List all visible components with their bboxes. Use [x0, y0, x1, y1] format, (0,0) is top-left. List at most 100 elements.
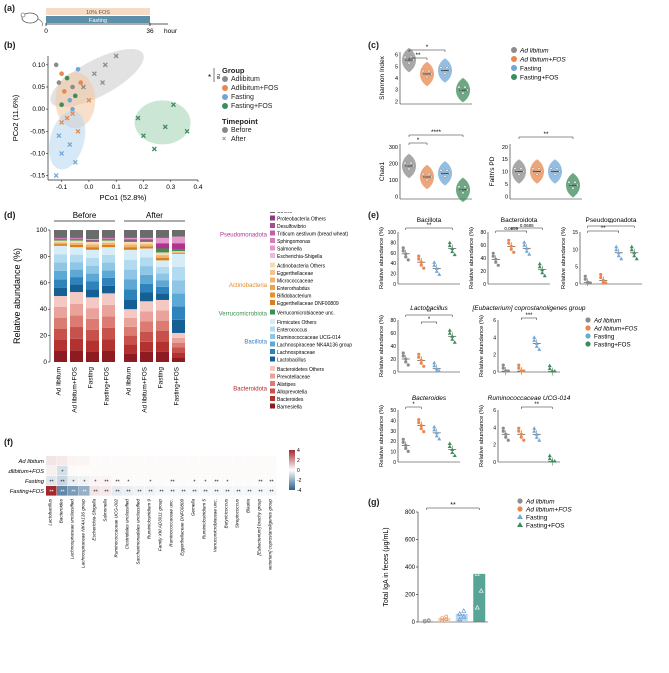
col-label: Blautia: [246, 499, 251, 513]
legend-swatch: [517, 522, 523, 527]
data-point: [532, 338, 537, 342]
heatmap-cell: [178, 466, 189, 476]
data-point: [432, 263, 437, 267]
legend-swatch: [270, 349, 275, 354]
pcoa-point-before: [62, 89, 67, 94]
bar-segment: [86, 241, 99, 245]
data-point: [450, 447, 455, 452]
sig-bracket: [518, 136, 574, 139]
heatmap-cell: [266, 476, 277, 486]
data-point: [614, 244, 619, 249]
legend-item: Fasting+FOS: [222, 102, 278, 111]
y-tick-label: 2: [493, 443, 496, 449]
data-point: [422, 618, 427, 623]
bar-segment: [54, 262, 67, 271]
sig-bracket: [408, 142, 428, 145]
data-point: [404, 255, 408, 259]
col-label: Ruminiclostridium 5: [202, 499, 207, 540]
y-tick-label: 300: [389, 145, 398, 151]
heatmap-star: **: [49, 490, 54, 496]
violin-point: [555, 167, 559, 170]
iga-bar: [420, 620, 433, 622]
ns-label: ns: [215, 74, 221, 80]
panel-label-b: (b): [4, 40, 16, 50]
bar-segment: [102, 244, 115, 248]
data-point: [501, 429, 505, 433]
legend-swatch: [270, 245, 275, 251]
y-tick-label: 100: [36, 227, 47, 234]
bar-segment: [86, 289, 99, 298]
heatmap-cell: [167, 456, 178, 466]
data-point: [404, 252, 408, 256]
data-point: [401, 351, 405, 355]
legend-swatch: [517, 498, 523, 504]
legend-label: Salmonella: [277, 247, 302, 253]
bar-segment: [86, 249, 99, 258]
y-tick-label: 600: [405, 538, 416, 544]
data-point: [426, 618, 431, 622]
data-point: [537, 261, 542, 266]
legend-label: Alistipes: [277, 382, 296, 388]
heatmap-star: **: [269, 490, 274, 496]
heatmap-cell: [145, 466, 156, 476]
heatmap-star: **: [71, 490, 76, 496]
legend-label: Enterococcus: [277, 328, 308, 334]
pcoa-point-before: [72, 93, 78, 99]
heatmap-star: **: [82, 490, 87, 496]
bar-segment: [124, 309, 137, 318]
heatmap-cell: [156, 456, 167, 466]
violin-point: [461, 191, 465, 195]
y-tick-label: 0.10: [32, 62, 45, 69]
cbar-tick: 0: [297, 468, 300, 474]
mouse-icon: [20, 12, 43, 27]
heatmap-cell: [57, 476, 68, 486]
bar-segment: [156, 273, 169, 281]
legend-label: Ad libitum: [519, 48, 549, 55]
data-point: [406, 363, 410, 367]
data-point: [519, 432, 523, 436]
bar-segment: [54, 240, 67, 243]
data-point: [434, 266, 439, 270]
violin-point: [517, 173, 521, 176]
bar-segment: [102, 230, 115, 238]
heatmap-cell: [90, 476, 101, 486]
sig-star: **: [450, 502, 456, 509]
heatmap-star: **: [126, 490, 131, 496]
sig-star: ****: [431, 129, 442, 136]
bar-segment: [70, 284, 83, 293]
bar-segment: [70, 230, 83, 238]
heatmap-cell: [189, 486, 200, 496]
bar-segment: [172, 319, 185, 333]
y-tick-label: 6: [493, 318, 496, 324]
heatmap-cell: [90, 466, 101, 476]
legend-swatch: [270, 403, 275, 409]
data-point: [447, 328, 452, 332]
legend-label: Ad libitum: [593, 318, 621, 325]
bar-segment: [140, 230, 153, 238]
data-point: [632, 250, 637, 255]
bar-segment: [124, 299, 137, 310]
row-label: Fasting: [25, 479, 45, 485]
bar-segment: [140, 331, 153, 342]
data-point: [507, 241, 511, 245]
bar-segment: [86, 329, 99, 341]
bar-segment: [86, 340, 99, 352]
phylum-label: Bacteroidota: [233, 387, 267, 393]
data-point: [522, 438, 526, 442]
bar-segment: [86, 265, 99, 274]
legend-swatch: [511, 47, 517, 53]
y-tick-label: 40: [390, 261, 396, 267]
col-label: Lactobacillus: [48, 498, 53, 525]
data-point: [452, 252, 457, 257]
data-point: [616, 253, 621, 258]
heatmap-star: **: [258, 490, 263, 496]
y-tick-label: 60: [480, 243, 486, 249]
legend-label: Barnesiella: [277, 405, 302, 411]
bar-segment: [124, 230, 137, 238]
violin-point: [403, 55, 407, 59]
violin-point: [535, 173, 539, 176]
phylum-label: Actinobacteria: [229, 283, 268, 289]
data-point: [404, 446, 408, 450]
bar-segment: [156, 260, 169, 267]
bar-segment: [156, 351, 169, 362]
